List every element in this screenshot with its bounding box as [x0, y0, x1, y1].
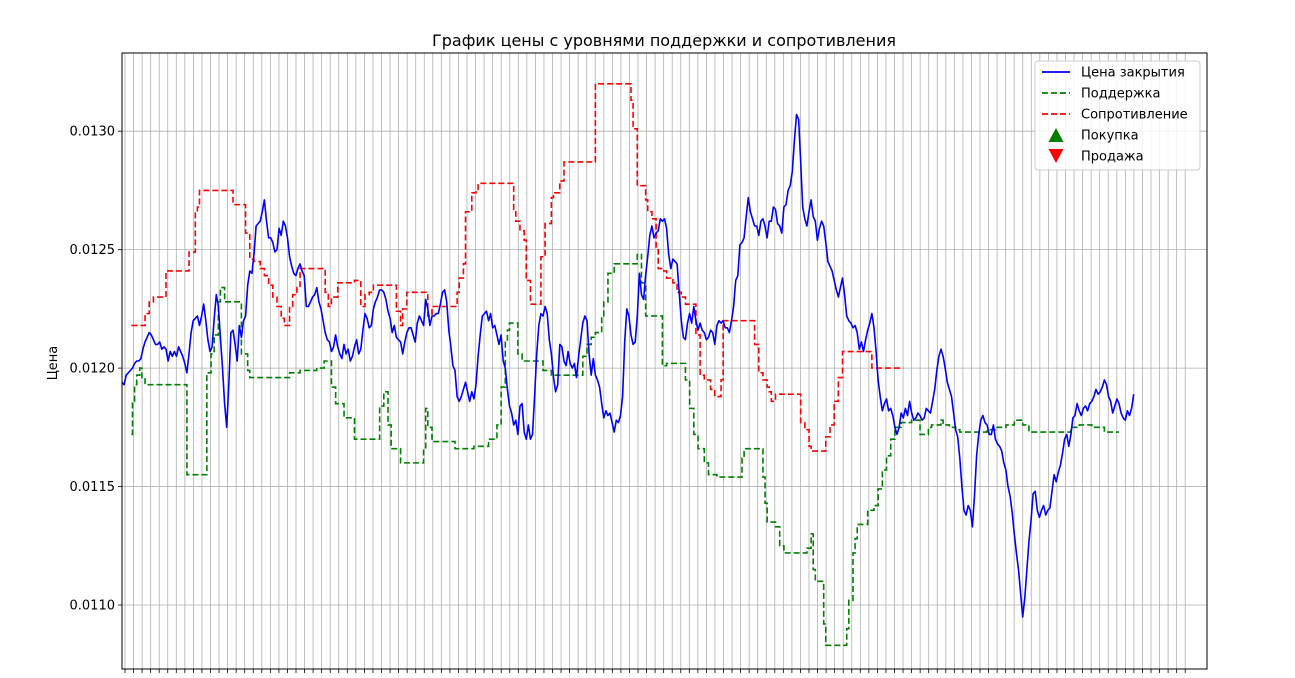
- legend-label: Сопротивление: [1081, 108, 1188, 123]
- y-tick-label: 0.0125: [70, 243, 116, 258]
- price-line: [121, 113, 1135, 618]
- plot-frame: [121, 52, 1208, 670]
- legend: Цена закрытия Поддержка Сопротивление Покуп…: [1034, 60, 1201, 171]
- series-layer: [121, 83, 1135, 647]
- legend-label: Цена закрытия: [1081, 66, 1185, 81]
- y-grid: [122, 130, 1207, 606]
- legend-item: Сопротивление: [1042, 108, 1188, 123]
- legend-label: Покупка: [1081, 129, 1139, 144]
- y-tick-label: 0.0110: [70, 599, 116, 614]
- legend-label: Продажа: [1081, 150, 1144, 165]
- x-ticks: [124, 669, 1186, 673]
- triangle-up-icon: [1048, 128, 1064, 142]
- chart-title: График цены с уровнями поддержки и сопро…: [432, 31, 896, 50]
- legend-label: Поддержка: [1081, 87, 1161, 102]
- legend-item: Цена закрытия: [1042, 66, 1185, 81]
- y-ticks: 0.0110 0.0115 0.0120 0.0125 0.0130: [70, 125, 122, 614]
- triangle-down-icon: [1048, 149, 1064, 163]
- legend-item: Продажа: [1048, 149, 1144, 165]
- legend-box: [1034, 60, 1201, 171]
- y-tick-label: 0.0115: [70, 480, 116, 495]
- legend-item: Поддержка: [1042, 87, 1161, 102]
- y-axis-label: Цена: [46, 346, 61, 381]
- resistance-line: [131, 83, 904, 452]
- support-line: [131, 253, 1120, 647]
- y-tick-label: 0.0130: [70, 125, 116, 140]
- legend-item: Покупка: [1048, 128, 1139, 144]
- y-tick-label: 0.0120: [70, 362, 116, 377]
